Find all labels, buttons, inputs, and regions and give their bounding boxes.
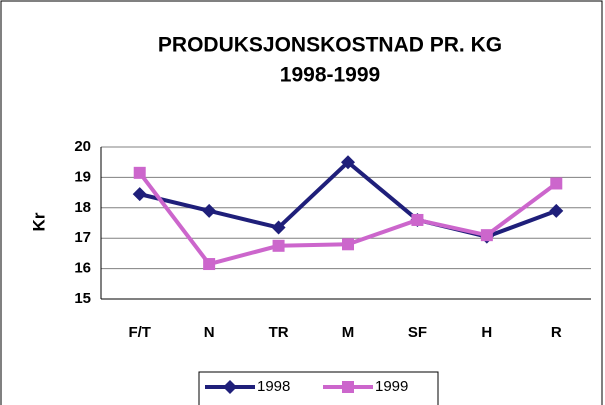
marker <box>341 155 355 170</box>
y-tick-label: 19 <box>74 168 91 185</box>
x-tick-label: TR <box>269 324 289 341</box>
y-tick-label: 15 <box>74 290 91 307</box>
y-tick-label: 18 <box>74 199 91 216</box>
marker <box>133 166 146 179</box>
legend-marker <box>223 380 237 394</box>
marker <box>480 229 493 242</box>
marker <box>203 258 216 271</box>
chart-title: PRODUKSJONSKOSTNAD PR. KG <box>158 34 502 57</box>
legend-label: 1999 <box>375 378 408 395</box>
marker <box>550 177 563 190</box>
x-tick-label: N <box>204 324 215 341</box>
legend-marker <box>342 381 354 393</box>
x-tick-label: SF <box>408 324 427 341</box>
chart-subtitle: 1998-1999 <box>280 64 380 87</box>
marker <box>202 203 217 218</box>
marker <box>342 238 354 251</box>
x-tick-label: R <box>551 324 562 341</box>
marker <box>549 203 564 218</box>
marker <box>271 220 286 235</box>
marker <box>132 187 147 202</box>
marker <box>272 239 285 252</box>
y-tick-label: 17 <box>74 229 91 246</box>
x-tick-label: H <box>481 324 492 341</box>
x-tick-label: M <box>342 324 355 341</box>
legend-label: 1998 <box>257 378 290 395</box>
y-tick-label: 16 <box>74 260 91 277</box>
marker <box>411 213 424 226</box>
y-axis-label: Kr <box>29 212 48 231</box>
y-tick-label: 20 <box>74 138 91 155</box>
x-tick-label: F/T <box>128 324 151 341</box>
